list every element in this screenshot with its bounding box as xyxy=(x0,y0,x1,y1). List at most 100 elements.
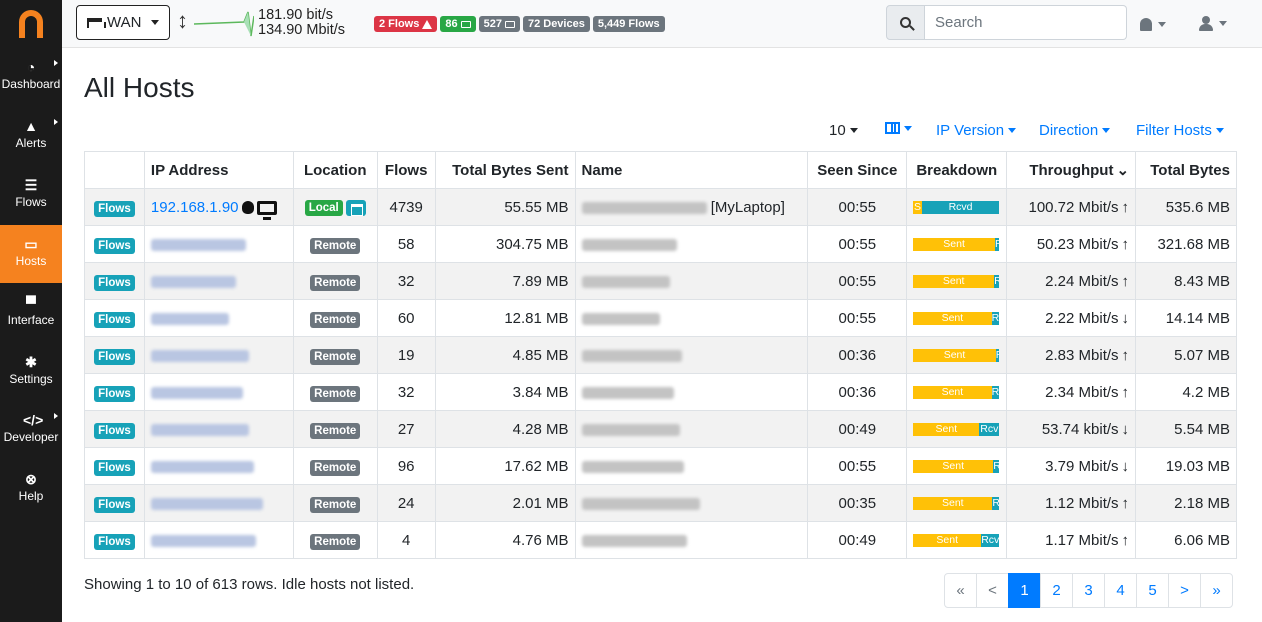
table-row[interactable]: Flows 192.168.1.90 Local 4739 55.55 MB [MyLa… xyxy=(84,188,1237,226)
sidebar-item-help[interactable]: ⊗ Help xyxy=(0,460,62,518)
column-header-flows[interactable]: Flows xyxy=(376,151,436,189)
flows-button[interactable]: Flows xyxy=(94,422,135,439)
host-ip-link[interactable] xyxy=(150,534,256,547)
bytes-sent: 3.84 MB xyxy=(434,373,576,411)
seen-since: 00:55 xyxy=(807,188,908,226)
interface-selector[interactable]: WAN xyxy=(76,5,170,40)
user-menu[interactable] xyxy=(1199,13,1239,33)
host-ip-link[interactable] xyxy=(150,238,246,251)
search-button[interactable] xyxy=(886,5,925,40)
table-row[interactable]: Flows Remote 60 12.81 MB 00:55 Sent R 2.22 Mbit… xyxy=(84,299,1237,337)
host-ip-link[interactable] xyxy=(150,275,236,288)
columns-icon xyxy=(885,122,900,134)
flows-button[interactable]: Flows xyxy=(94,200,135,217)
flows-button[interactable]: Flows xyxy=(94,311,135,328)
filter-hosts-dropdown[interactable]: Filter Hosts xyxy=(1136,122,1224,139)
ip-cell xyxy=(143,336,294,374)
arrow-up-icon: ↑ xyxy=(1121,531,1130,549)
notifications-dropdown[interactable] xyxy=(1140,14,1180,34)
column-header-name[interactable]: Name xyxy=(574,151,809,189)
sidebar-item-flows[interactable]: ☰ Flows xyxy=(0,166,62,224)
direction-filter[interactable]: Direction xyxy=(1039,122,1111,139)
column-header-seen-since[interactable]: Seen Since xyxy=(807,151,908,189)
column-header-breakdown[interactable]: Breakdown xyxy=(906,151,1008,189)
host-ip-link[interactable] xyxy=(150,349,249,362)
bytes-sent: 4.85 MB xyxy=(434,336,576,374)
location-badge: Remote xyxy=(310,422,361,439)
columns-toggle-dropdown[interactable] xyxy=(885,122,912,134)
table-row[interactable]: Flows Remote 24 2.01 MB 00:35 Sent R 1.12 Mbit/… xyxy=(84,484,1237,522)
sidebar-item-label: Interface xyxy=(7,313,55,327)
throughput-cell: 100.72 Mbit/s ↑ xyxy=(1006,188,1137,226)
traffic-rates: 181.90 bit/s 134.90 Mbit/s xyxy=(258,8,345,38)
sidebar-item-alerts[interactable]: ▲ Alerts xyxy=(0,107,62,165)
table-row[interactable]: Flows Remote 4 4.76 MB 00:49 Sent Rcv 1.17 Mbit… xyxy=(84,521,1237,559)
table-row[interactable]: Flows Remote 27 4.28 MB 00:49 Sent Rcv 53.74 kb… xyxy=(84,410,1237,448)
flows-button[interactable]: Flows xyxy=(94,496,135,513)
page-button[interactable]: 1 xyxy=(1008,573,1041,608)
flows-button[interactable]: Flows xyxy=(94,274,135,291)
page-button[interactable]: 3 xyxy=(1072,573,1105,608)
ip-cell xyxy=(143,521,294,559)
column-header-ip[interactable]: IP Address xyxy=(143,151,294,189)
page-button[interactable]: » xyxy=(1200,573,1233,608)
rows-per-page-dropdown[interactable]: 10 xyxy=(829,122,858,139)
page-button[interactable]: < xyxy=(976,573,1009,608)
page-button[interactable]: 4 xyxy=(1104,573,1137,608)
flows-button[interactable]: Flows xyxy=(94,533,135,550)
search-input[interactable] xyxy=(925,5,1127,40)
sidebar-item-developer[interactable]: </> Developer xyxy=(0,401,62,459)
flows-cell: Flows xyxy=(84,521,145,559)
page-button[interactable]: 2 xyxy=(1040,573,1073,608)
ntop-logo[interactable] xyxy=(0,0,62,48)
location-cell: Remote xyxy=(292,521,378,559)
throughput-cell: 50.23 Mbit/s ↑ xyxy=(1006,225,1137,263)
host-ip-link[interactable] xyxy=(150,386,243,399)
host-ip-link[interactable] xyxy=(150,497,263,510)
sidebar-item-settings[interactable]: ✱ Settings xyxy=(0,343,62,401)
column-header-location[interactable]: Location xyxy=(292,151,378,189)
flows-button[interactable]: Flows xyxy=(94,348,135,365)
sidebar-item-dashboard[interactable]: ◔ Dashboard xyxy=(0,48,62,106)
flows-alert-badge[interactable]: 2 Flows xyxy=(374,16,438,32)
host-ip-link[interactable] xyxy=(150,460,254,473)
sitemap-icon[interactable] xyxy=(345,199,366,216)
column-header-throughput[interactable]: Throughput ⌄ xyxy=(1006,151,1137,189)
throughput-cell: 1.12 Mbit/s ↑ xyxy=(1006,484,1137,522)
flows-button[interactable]: Flows xyxy=(94,385,135,402)
local-hosts-badge[interactable]: 86 xyxy=(440,16,476,32)
page-button[interactable]: « xyxy=(944,573,977,608)
page-button[interactable]: 5 xyxy=(1136,573,1169,608)
devices-badge[interactable]: 72 Devices xyxy=(522,16,590,32)
search-box xyxy=(886,5,1127,40)
column-header-total-bytes[interactable]: Total Bytes xyxy=(1135,151,1237,189)
remote-hosts-badge[interactable]: 527 xyxy=(478,16,520,32)
sidebar-item-hosts[interactable]: ▭ Hosts xyxy=(0,225,62,283)
host-ip-link[interactable] xyxy=(150,423,249,436)
sidebar-item-interface[interactable]: ▀ Interface xyxy=(0,284,62,342)
host-name-redacted xyxy=(581,312,660,325)
page-button[interactable]: > xyxy=(1168,573,1201,608)
desktop-icon xyxy=(256,200,277,220)
host-ip-link[interactable]: 192.168.1.90 xyxy=(150,198,239,216)
flows-button[interactable]: Flows xyxy=(94,459,135,476)
column-header-bytes-sent[interactable]: Total Bytes Sent xyxy=(434,151,576,189)
host-name-redacted xyxy=(581,275,670,288)
table-row[interactable]: Flows Remote 32 3.84 MB 00:36 Sent R 2.34 Mbit/… xyxy=(84,373,1237,411)
ip-version-filter[interactable]: IP Version xyxy=(936,122,1017,139)
flows-cell: Flows xyxy=(84,410,145,448)
flows-button[interactable]: Flows xyxy=(94,237,135,254)
arrow-up-icon: ↑ xyxy=(1121,235,1130,253)
flows-count-badge[interactable]: 5,449 Flows xyxy=(592,16,665,32)
bytes-sent: 4.28 MB xyxy=(434,410,576,448)
flows-count: 96 xyxy=(376,447,436,485)
flows-count: 32 xyxy=(376,262,436,300)
host-ip-link[interactable] xyxy=(150,312,229,325)
